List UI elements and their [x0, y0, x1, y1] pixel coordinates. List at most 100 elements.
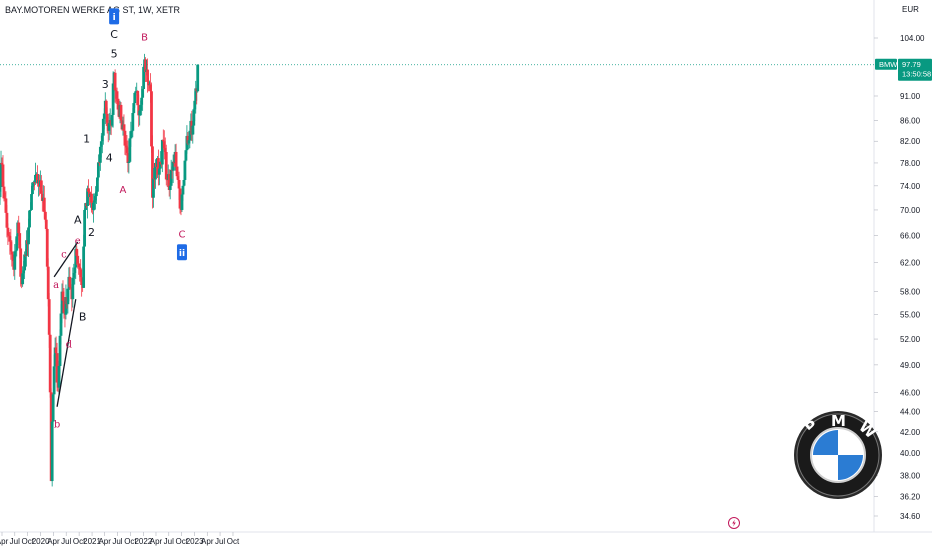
candle-body	[119, 104, 123, 121]
wave-badge-box	[109, 8, 120, 25]
candle-body	[125, 147, 129, 153]
candle-body	[150, 91, 153, 147]
candle-body	[193, 100, 197, 110]
candle-body	[44, 219, 48, 229]
candle-body	[163, 147, 167, 153]
wave-label: C	[178, 230, 185, 241]
wave-label: 1	[83, 133, 90, 146]
price-badge-ticker-box	[875, 58, 897, 70]
currency-label: EUR	[902, 5, 919, 14]
y-tick-label: 42.00	[900, 428, 921, 437]
x-tick-label: Apr	[201, 537, 214, 546]
candle-body	[115, 91, 119, 99]
candle-body	[124, 145, 128, 148]
candle-body	[42, 197, 46, 212]
candle-body	[0, 162, 3, 187]
wave-label: 2	[88, 226, 95, 239]
wave-labels: A B 1 2 3 4 C 5 A B Ca b c d e	[53, 28, 185, 431]
x-tick-label: Apr	[0, 537, 9, 546]
candle-body	[4, 198, 8, 213]
y-tick-label: 78.00	[900, 159, 921, 168]
candle-body	[27, 227, 30, 245]
wave-label: A	[74, 213, 82, 226]
candle-body	[158, 161, 162, 169]
y-tick-label: 55.00	[900, 311, 921, 320]
candle-body	[128, 138, 132, 162]
x-tick-label: Apr	[98, 537, 111, 546]
candle-body	[129, 131, 133, 139]
y-tick-label: 66.00	[900, 232, 921, 241]
x-tick-label: Oct	[124, 537, 137, 546]
candle-body	[77, 263, 81, 268]
candle-body	[134, 91, 138, 93]
candle-body	[137, 105, 141, 116]
lightning-icon[interactable]	[728, 517, 740, 529]
y-axis-ticks: 104.00 91.00 86.00 82.00 78.00 74.00 70.00 66.0…	[874, 34, 925, 521]
y-tick-label: 36.20	[900, 492, 921, 501]
bmw-logo-blue-bottom-right	[838, 455, 863, 480]
candle-body	[95, 177, 99, 192]
candle-body	[6, 227, 10, 236]
candle-body	[79, 269, 83, 278]
wave-label: 4	[106, 151, 113, 164]
candle-body	[52, 366, 56, 395]
candle-body	[178, 188, 182, 209]
candle-body	[59, 313, 63, 336]
candle-body	[25, 240, 28, 256]
candle-body	[14, 250, 18, 252]
x-tick-label: 2022	[134, 537, 152, 546]
candle-body	[138, 110, 142, 116]
bmw-logo-blue-top-left	[813, 430, 838, 455]
candle-body	[13, 251, 17, 270]
y-tick-label: 44.00	[900, 408, 921, 417]
candle-body	[194, 88, 198, 101]
candle-body	[175, 166, 179, 177]
candle-body	[191, 125, 195, 135]
candle-body	[182, 179, 186, 186]
candle-body	[176, 176, 180, 180]
candle-body	[72, 273, 76, 278]
candle-body	[64, 297, 68, 315]
candle-body	[2, 186, 6, 199]
candle-body	[60, 291, 64, 314]
price-badge-ticker: BMW	[879, 60, 898, 69]
candle-body	[149, 84, 152, 92]
price-badge-value-box	[898, 58, 932, 81]
wave-badges: iii	[109, 8, 187, 261]
candle-body	[100, 135, 104, 142]
candle-body	[93, 200, 96, 203]
candle-body	[78, 267, 82, 270]
wave-badge-label: i	[113, 13, 116, 23]
candle-body	[144, 59, 147, 73]
candle-body	[50, 421, 54, 482]
candle-body	[116, 98, 120, 110]
candle-body	[142, 66, 146, 89]
candle-body	[98, 146, 102, 163]
candle-body	[151, 146, 154, 198]
y-tick-label: 40.00	[900, 449, 921, 458]
x-tick-label: Oct	[227, 537, 240, 546]
candle-body	[181, 185, 185, 195]
wave-label: B	[79, 310, 87, 323]
candle-body	[95, 191, 98, 197]
candle-body	[146, 69, 149, 82]
candle-body	[105, 113, 109, 123]
candle-body	[168, 185, 172, 191]
wave-label: A	[120, 185, 127, 196]
candle-body	[184, 150, 188, 161]
candle-body	[33, 182, 36, 183]
x-tick-label: Apr	[47, 537, 60, 546]
candle-body	[84, 203, 87, 210]
candle-body	[73, 267, 77, 274]
candle-body	[61, 291, 65, 301]
candle-body	[62, 300, 66, 313]
wave-label: 3	[102, 78, 109, 91]
candle-body	[111, 83, 115, 115]
y-tick-label: 52.00	[900, 335, 921, 344]
candle-body	[83, 209, 87, 247]
x-tick-label: Jul	[61, 537, 71, 546]
candle-body	[66, 288, 70, 305]
candle-body	[169, 169, 173, 186]
